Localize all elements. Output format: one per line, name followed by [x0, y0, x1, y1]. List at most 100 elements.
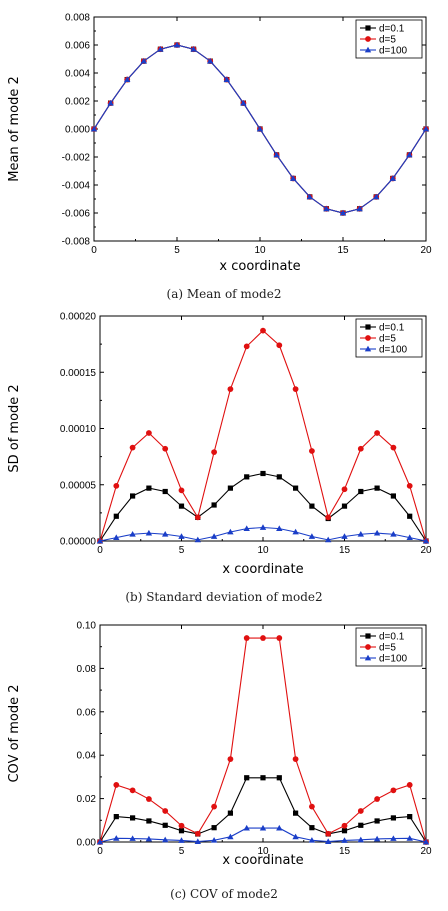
y-tick-label: 0.00010 [60, 424, 97, 435]
data-point [260, 775, 266, 781]
x-tick-label: 20 [420, 545, 432, 556]
data-point [162, 488, 168, 495]
data-point [290, 175, 297, 181]
data-point [210, 837, 218, 843]
data-point [178, 822, 185, 829]
data-point [140, 57, 147, 64]
data-point [309, 825, 315, 831]
data-point [211, 825, 217, 831]
x-tick-label: 0 [91, 245, 97, 256]
data-point [178, 487, 185, 494]
x-tick-label: 10 [254, 245, 266, 256]
data-point [96, 537, 104, 544]
data-point [357, 836, 364, 843]
data-point [173, 41, 181, 48]
figure-caption: (a) Mean of mode2 [167, 287, 282, 301]
data-point [358, 488, 364, 495]
data-point [358, 822, 364, 828]
y-tick-label: 0.000 [65, 125, 90, 136]
legend-label: d=0.1 [379, 24, 405, 35]
data-point [390, 493, 396, 499]
data-point [306, 193, 313, 200]
data-point [227, 485, 233, 491]
data-point [406, 534, 413, 541]
legend-marker [365, 25, 371, 31]
x-tick-label: 10 [257, 846, 269, 857]
y-axis-label: Mean of mode 2 [7, 76, 22, 182]
y-tick-label: 0.10 [77, 621, 97, 632]
data-point [113, 835, 120, 841]
data-point [145, 835, 153, 842]
series-square [97, 470, 429, 544]
data-point [129, 787, 136, 794]
data-point [374, 485, 380, 491]
data-point [292, 833, 299, 840]
x-tick-label: 5 [174, 245, 180, 256]
data-point [243, 525, 250, 532]
y-tick-label: -0.008 [62, 237, 91, 248]
data-point [113, 482, 120, 489]
data-point [227, 833, 234, 840]
data-point [341, 837, 348, 843]
data-point [259, 524, 267, 530]
data-point [389, 175, 396, 181]
data-point [129, 531, 136, 537]
data-point [207, 57, 214, 64]
x-tick-label: 20 [420, 245, 432, 256]
data-point [325, 514, 332, 521]
figure-caption: (c) COV of mode2 [170, 887, 278, 901]
data-point [130, 815, 136, 821]
data-point [323, 205, 330, 212]
data-point [162, 836, 169, 843]
series-square [97, 775, 429, 845]
data-point [256, 125, 264, 132]
data-point [244, 474, 250, 480]
data-point [293, 485, 299, 491]
y-tick-label: -0.006 [62, 209, 91, 220]
data-point [309, 503, 315, 509]
data-point [113, 534, 120, 541]
data-point [276, 342, 283, 349]
chart-2: 0 5 10 15 20 0.00000 0.00005 0.00010 0.00015 0.00… [7, 312, 432, 605]
data-point [129, 444, 136, 451]
data-point [357, 808, 364, 814]
x-tick-label: 15 [339, 846, 351, 857]
y-tick-label: -0.002 [62, 153, 91, 164]
data-point [113, 513, 119, 519]
data-point [309, 448, 315, 454]
y-tick-label: 0.002 [65, 97, 90, 108]
data-point [390, 815, 396, 821]
y-tick-label: -0.004 [62, 181, 91, 192]
data-point [227, 810, 233, 816]
data-point [406, 151, 413, 158]
data-point [107, 99, 114, 106]
legend-label: d=100 [379, 345, 408, 356]
series-triangle [90, 41, 430, 216]
x-tick-label: 15 [337, 245, 349, 256]
legend: d=0.1d=5d=100 [355, 19, 423, 59]
data-point [146, 796, 152, 802]
data-point [243, 343, 250, 350]
x-tick-label: 5 [179, 846, 185, 857]
data-point [422, 838, 430, 845]
data-point [341, 533, 348, 539]
y-tick-label: 0.00020 [60, 312, 97, 323]
data-point [243, 824, 250, 831]
x-tick-label: 20 [420, 846, 432, 857]
data-point [227, 386, 234, 393]
x-tick-label: 10 [257, 545, 269, 556]
series-line [99, 777, 427, 843]
data-point [292, 528, 299, 535]
data-point [390, 444, 397, 451]
data-point [341, 822, 348, 829]
data-point [194, 536, 201, 543]
data-point [162, 822, 168, 828]
series-circle [97, 327, 429, 544]
data-point [259, 824, 267, 831]
data-point [276, 635, 283, 641]
data-point [308, 533, 316, 539]
y-tick-label: 0.00005 [60, 480, 97, 491]
data-point [227, 528, 234, 535]
data-point [178, 828, 185, 834]
